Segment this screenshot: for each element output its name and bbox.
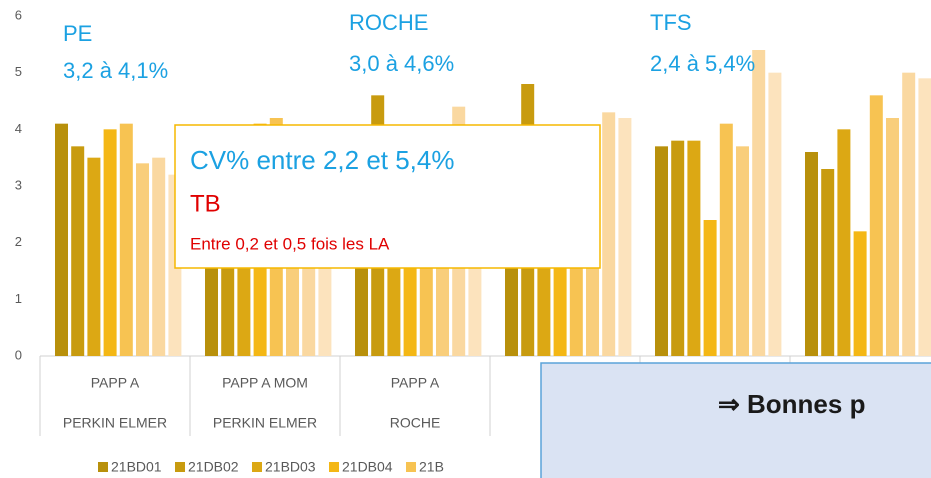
bar [918,78,931,356]
y-tick-label: 0 [15,347,22,362]
legend-label: 21BD03 [265,459,316,475]
bar [719,123,733,357]
bar [687,140,701,356]
bar [703,220,717,356]
bar [752,50,766,356]
annotation-title: ROCHE [349,10,428,35]
bar [736,146,749,356]
bar [71,146,85,356]
annotation-title: TFS [650,10,692,35]
x-tick-label: ROCHE [390,415,441,431]
bar [768,72,782,357]
bar [55,123,68,357]
bar [119,123,133,357]
x-tick-label: PAPP A MOM [222,375,308,391]
callout-box [174,124,601,269]
conclusion-text: ⇒ Bonnes p [718,389,865,419]
y-tick-label: 1 [15,291,22,306]
legend-swatch [175,462,185,472]
bar [886,118,899,356]
annotation-range: 3,2 à 4,1% [63,58,168,83]
annotation-range: 2,4 à 5,4% [650,51,755,76]
bar [655,146,668,356]
legend-label: 21DB04 [342,459,393,475]
legend-label: 21DB02 [188,459,239,475]
legend-label: 21BD01 [111,459,162,475]
y-tick-label: 4 [15,121,22,136]
callout-text: CV% entre 2,2 et 5,4% [190,145,454,175]
bar [837,129,851,356]
bar [87,157,101,356]
x-tick-label: PAPP A [391,375,440,391]
bar [103,129,117,356]
legend-swatch [329,462,339,472]
callout-text: TB [190,190,221,217]
bar [853,231,867,356]
bar [618,118,632,356]
x-tick-label: PERKIN ELMER [63,415,167,431]
y-tick-label: 3 [15,177,22,192]
legend-swatch [98,462,108,472]
bar [136,163,149,356]
legend-swatch [252,462,262,472]
bar [869,95,883,356]
bar [602,112,616,356]
bar [152,157,166,356]
annotation-title: PE [63,21,92,46]
legend-swatch [406,462,416,472]
annotation-range: 3,0 à 4,6% [349,51,454,76]
callout-text: Entre 0,2 et 0,5 fois les LA [190,234,390,253]
x-tick-label: PAPP A [91,375,140,391]
bar [671,140,685,356]
x-tick-label: PERKIN ELMER [213,415,317,431]
y-tick-label: 2 [15,234,22,249]
bar [821,169,835,356]
bar [902,72,916,357]
legend-label: 21B [419,459,444,475]
y-tick-label: 6 [15,7,22,22]
y-tick-label: 5 [15,64,22,79]
conclusion-box [540,362,931,478]
bar [805,152,818,356]
